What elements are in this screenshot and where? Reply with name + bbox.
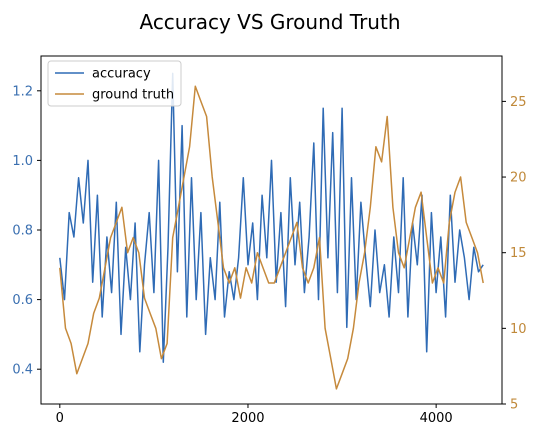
- x-tick-label: 0: [56, 411, 64, 426]
- legend: accuracy ground truth: [47, 60, 182, 107]
- y-left-tick-label: 1.2: [12, 84, 33, 99]
- y-left-tick-label: 1.0: [12, 154, 33, 169]
- y-right-tick-label: 10: [510, 322, 527, 337]
- y-left-tick-label: 0.8: [12, 224, 33, 239]
- chart-title: Accuracy VS Ground Truth: [139, 10, 400, 34]
- legend-label-ground-truth: ground truth: [92, 88, 174, 103]
- x-tick-label: 4000: [420, 411, 453, 426]
- y-left-tick-label: 0.6: [12, 293, 33, 308]
- y-left-tick-label: 0.4: [12, 363, 33, 378]
- y-right-tick-label: 25: [510, 95, 527, 110]
- series-line-ground-truth: [59, 85, 484, 390]
- y-axis-left: 0.4 0.6 0.8 1.0 1.2: [12, 84, 41, 378]
- y-right-tick-label: 20: [510, 171, 527, 186]
- x-axis: 0 2000 4000: [56, 404, 453, 426]
- x-tick-label: 2000: [231, 411, 264, 426]
- series-layer: [59, 72, 484, 390]
- y-right-tick-label: 15: [510, 246, 527, 261]
- y-right-tick-label: 5: [510, 398, 518, 413]
- legend-label-accuracy: accuracy: [92, 67, 151, 82]
- y-axis-right: 5 10 15 20 25: [502, 95, 527, 413]
